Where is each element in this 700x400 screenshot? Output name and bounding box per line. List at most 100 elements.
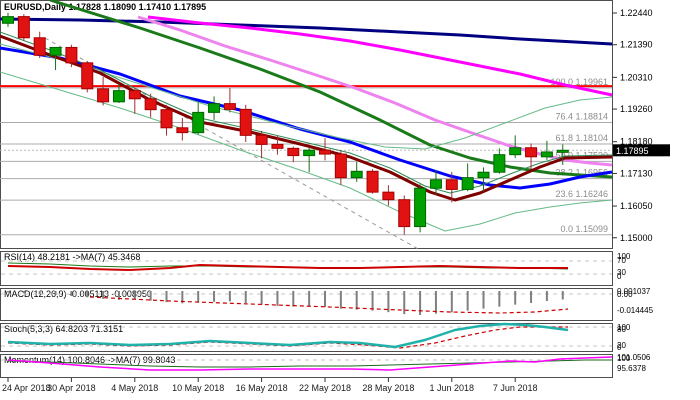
candle: [271, 135, 284, 155]
price-axis-label: 1.15000: [620, 233, 653, 243]
stoch-scale-label: 20: [617, 341, 626, 350]
date-axis-label: 1 Jun 2018: [430, 383, 475, 393]
candle-body: [160, 109, 173, 129]
current-price-badge: 1.17895: [613, 144, 670, 157]
candle: [208, 96, 221, 120]
candles: [2, 12, 569, 235]
candle-body: [525, 147, 538, 158]
candle-body: [112, 90, 125, 103]
candle: [287, 146, 300, 163]
candle: [49, 46, 62, 71]
rsi-panel-title: RSI(14) 48.2181 ->MA(7) 45.3468: [4, 252, 141, 262]
ma-blue-line: [0, 46, 613, 190]
env-upper-line: [0, 43, 613, 150]
momentum-scale-label: 95.6378: [617, 364, 646, 373]
ema-fast-line: [0, 31, 613, 194]
candle-body: [271, 143, 284, 149]
ma-green-line: [49, 0, 613, 179]
macd-panel-title: MACD(12,26,9) -0.005113 -0.008950: [4, 289, 152, 299]
rsi-panel-area[interactable]: [0, 251, 613, 286]
momentum-panel-area[interactable]: [0, 354, 613, 378]
candle: [429, 170, 442, 196]
candle-body: [97, 88, 110, 103]
ma-navy-line: [0, 17, 613, 46]
candle: [65, 44, 78, 68]
candle: [366, 169, 379, 194]
price-axis: 1.22440 1.21390 1.20310 1.19260 1.18180 1.171…: [612, 8, 653, 243]
candle-body: [2, 16, 14, 24]
candle: [509, 135, 522, 159]
ma-maroon-line: [0, 34, 613, 202]
stoch-panel-title: Stoch(5,3,3) 64.8203 71.3151: [4, 324, 124, 334]
price-axis-label: 1.21390: [620, 40, 653, 50]
candle-body: [493, 154, 506, 173]
candle: [398, 195, 411, 235]
date-axis-label: 16 May 2018: [236, 383, 288, 393]
stoch-panel-area[interactable]: [0, 323, 613, 352]
candle: [239, 104, 252, 142]
momentum-line: [7, 356, 613, 371]
date-axis-label: 28 May 2018: [362, 383, 414, 393]
candle: [445, 171, 458, 203]
stoch-scale-label: 100: [617, 323, 631, 332]
candle: [128, 87, 141, 114]
candle: [525, 143, 538, 170]
candle: [97, 77, 110, 106]
candle-body: [144, 98, 157, 111]
candle-body: [303, 149, 316, 157]
macd-scale-label: -0.014445: [617, 306, 654, 315]
date-axis-label: 22 May 2018: [299, 383, 351, 393]
candle-body: [350, 170, 363, 179]
candle-body: [49, 46, 62, 56]
candle: [477, 167, 490, 192]
macd-signal-line: [89, 296, 569, 314]
macd-scale-label: 0.001037: [617, 287, 651, 296]
candle: [540, 140, 553, 160]
current-price-badge-label: 1.17895: [616, 146, 649, 156]
candle-body: [287, 147, 300, 157]
main-panel-area[interactable]: [0, 0, 613, 249]
candle: [81, 61, 94, 93]
candle-body: [509, 147, 522, 156]
candle: [223, 87, 236, 113]
price-axis-label: 1.18180: [620, 137, 653, 147]
fib-level-label: 38.2 1.16956: [555, 168, 608, 178]
candle-body: [208, 103, 221, 113]
candle-body: [255, 134, 268, 145]
candle-body: [445, 179, 458, 190]
price-axis-label: 1.16050: [620, 201, 653, 211]
ma-magenta-line: [147, 15, 613, 97]
fib-level-label: 76.4 1.18814: [555, 112, 608, 122]
price-axis-label: 1.22440: [620, 8, 653, 18]
rsi-scale-label: 70: [617, 256, 626, 265]
candle: [192, 102, 205, 135]
candle: [160, 104, 173, 136]
candle: [303, 148, 316, 173]
candle-body: [17, 16, 30, 39]
rsi-scale-label: 0: [617, 272, 622, 281]
candle: [493, 148, 506, 174]
candle-body: [461, 177, 474, 190]
current-price-badge-bg: [613, 144, 670, 157]
candle-body: [414, 187, 427, 228]
macd-scale-label: 0.00: [617, 290, 633, 299]
candle: [255, 130, 268, 159]
fib-level-label: 100.0 1.19961: [550, 77, 608, 87]
candle: [112, 83, 125, 104]
rsi-line: [7, 263, 568, 272]
candle: [176, 117, 189, 141]
candle-body: [128, 90, 141, 100]
stoch-scale-label: 0: [617, 343, 622, 352]
fib-level-label: 23.6 1.16246: [555, 189, 608, 199]
price-axis-label: 1.19260: [620, 104, 653, 114]
candle: [414, 184, 427, 233]
rsi-scale-label: 30: [617, 268, 626, 277]
date-axis-label: 24 Apr 2018: [2, 383, 51, 393]
candle-body: [334, 153, 347, 179]
macd-panel-area[interactable]: [0, 288, 613, 321]
rsi-scale-label: 100: [617, 252, 631, 261]
candle-body: [176, 127, 189, 134]
